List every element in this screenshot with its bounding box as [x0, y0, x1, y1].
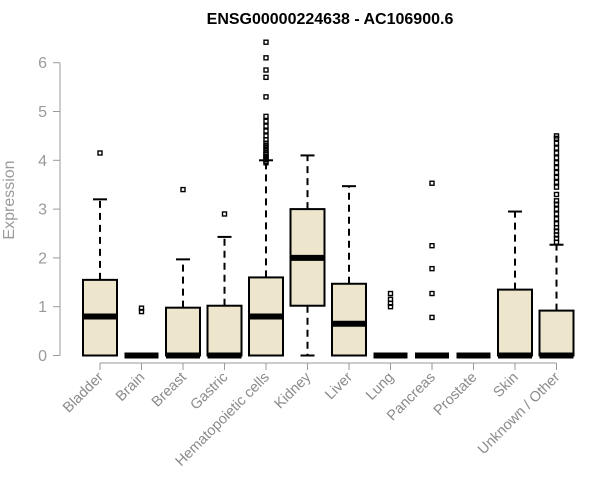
x-tick-label: Lung — [363, 370, 397, 404]
outlier-point — [553, 216, 560, 222]
outlier-point — [553, 211, 560, 217]
boxes-group — [82, 39, 575, 359]
outlier-point — [263, 74, 269, 81]
outlier-point — [553, 160, 560, 166]
outlier-point — [553, 164, 560, 171]
y-axis: 0 1 2 3 4 5 6 — [38, 55, 61, 365]
outlier-point — [553, 206, 560, 212]
outlier-point — [97, 150, 103, 156]
x-tick-label: Bladder — [60, 369, 107, 416]
outlier-point — [553, 179, 560, 185]
outlier-point — [263, 39, 269, 45]
outlier-point — [553, 140, 560, 146]
box-3 — [165, 186, 201, 359]
x-tick-label: Brain — [113, 370, 148, 405]
box-1 — [82, 150, 118, 357]
y-tick-label: 5 — [38, 104, 47, 121]
outlier-point — [429, 290, 435, 297]
y-tick-label: 4 — [38, 153, 47, 170]
box-6 — [289, 154, 326, 357]
outlier-point — [429, 242, 435, 249]
y-tick-label: 2 — [38, 250, 47, 267]
outlier-point — [429, 180, 435, 186]
outlier-point — [553, 221, 560, 227]
box-11 — [497, 210, 533, 359]
box-12 — [538, 133, 575, 359]
box-5 — [248, 39, 284, 357]
iqr-box — [497, 288, 533, 357]
outlier-point — [553, 150, 560, 156]
outlier-point — [263, 118, 269, 124]
iqr-box — [206, 304, 243, 357]
outlier-point — [553, 198, 560, 204]
x-tick-label: Breast — [149, 370, 190, 411]
y-tick-label: 3 — [38, 202, 47, 219]
y-tick-label: 0 — [38, 348, 47, 365]
outlier-point — [553, 169, 560, 176]
outlier-point — [263, 133, 269, 139]
outlier-point — [387, 296, 394, 303]
iqr-box — [165, 306, 201, 357]
box-9 — [415, 180, 449, 359]
y-tick-label: 1 — [38, 299, 47, 316]
outlier-point — [138, 305, 145, 311]
outlier-point — [429, 314, 435, 321]
outlier-point — [553, 184, 560, 190]
x-tick-label: Kidney — [272, 369, 315, 412]
outlier-point — [221, 211, 228, 217]
outlier-point — [263, 94, 269, 100]
outlier-point — [263, 55, 269, 61]
outlier-point — [387, 290, 394, 297]
outlier-point — [180, 186, 186, 193]
box-4 — [206, 211, 243, 359]
outlier-point — [263, 128, 269, 134]
x-tick-label: Liver — [322, 369, 356, 403]
outlier-point — [553, 145, 560, 151]
iqr-box — [538, 309, 575, 357]
outlier-point — [429, 265, 435, 272]
outlier-point — [553, 155, 560, 161]
outlier-point — [263, 123, 269, 129]
x-tick-label: Skin — [491, 370, 522, 401]
box-2 — [124, 305, 159, 359]
x-tick-label: Prostate — [431, 370, 480, 419]
outlier-point — [553, 133, 560, 139]
box-7 — [331, 185, 367, 357]
y-axis-label: Expression — [1, 160, 18, 239]
outlier-point — [553, 174, 560, 181]
iqr-box — [331, 282, 367, 357]
chart-title: ENSG00000224638 - AC106900.6 — [207, 11, 454, 28]
outlier-point — [553, 191, 560, 198]
outlier-point — [263, 67, 269, 73]
box-8 — [373, 290, 408, 359]
y-tick-label: 6 — [38, 55, 47, 72]
outlier-point — [263, 113, 269, 120]
